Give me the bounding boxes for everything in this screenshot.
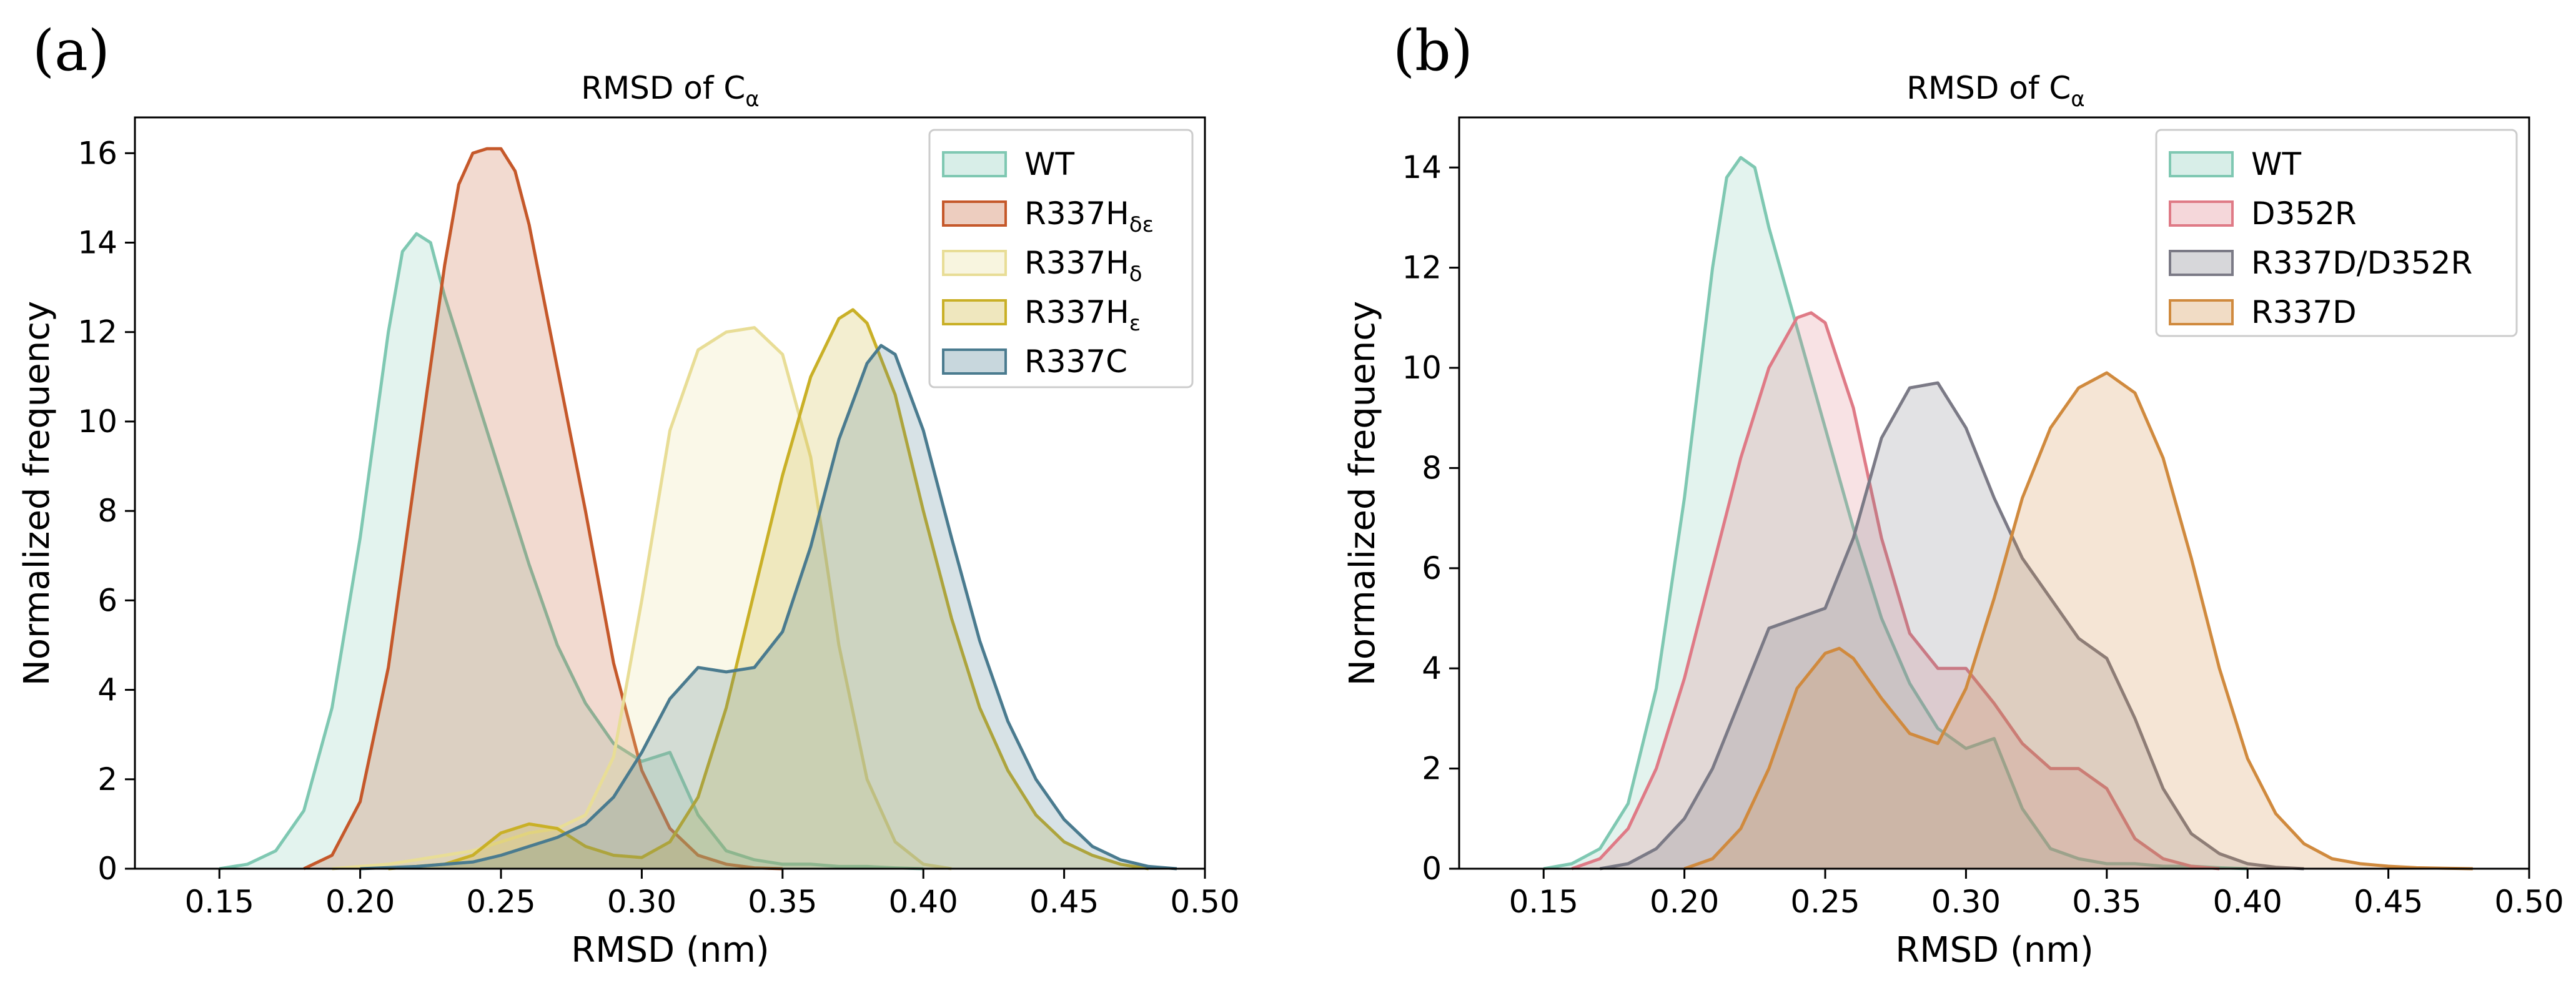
series-line-r337h-2 <box>332 326 952 871</box>
x-tick-label: 0.50 <box>1170 884 1239 920</box>
legend-label: R337Hδ <box>1024 245 1142 287</box>
panel-label: (a) <box>32 18 110 84</box>
series-area-wt <box>219 234 924 869</box>
series-line-r337h-3 <box>388 308 1149 871</box>
panel-label: (b) <box>1393 18 1473 84</box>
x-tick-label: 0.40 <box>889 884 958 920</box>
y-tick-label: 2 <box>1422 751 1442 787</box>
series-line-r337d-d352r <box>1599 381 2304 871</box>
legend: WT R337Hδε R337Hδ R337Hε R337C <box>928 129 1194 388</box>
x-tick-label: 0.25 <box>466 884 535 920</box>
series-line-d352r <box>1571 311 2220 871</box>
y-tick-label: 6 <box>1422 550 1442 586</box>
legend-swatch <box>2169 299 2234 325</box>
axes-frame <box>134 116 1206 870</box>
y-tick-label: 8 <box>97 493 117 529</box>
legend-swatch <box>942 250 1007 276</box>
x-tick-label: 0.15 <box>1509 884 1578 920</box>
x-tick-label: 0.15 <box>185 884 254 920</box>
x-tick-label: 0.25 <box>1790 884 1860 920</box>
x-axis-label: RMSD (nm) <box>571 930 769 971</box>
x-tick-label: 0.50 <box>2494 884 2564 920</box>
legend-label: R337D <box>2251 294 2357 330</box>
axes-frame <box>1458 116 2530 870</box>
series-area-wt <box>1543 157 2248 869</box>
y-tick-label: 4 <box>97 672 117 708</box>
legend-label: R337Hδε <box>1024 195 1154 237</box>
legend-label: R337C <box>1024 343 1127 380</box>
chart-title: RMSD of Cα <box>1906 70 2084 112</box>
x-tick-label: 0.30 <box>607 884 676 920</box>
series-area-r337d <box>1684 373 2473 869</box>
series-area-r337h-2 <box>332 327 952 869</box>
x-tick-label: 0.45 <box>1029 884 1099 920</box>
x-axis-label: RMSD (nm) <box>1895 930 2093 971</box>
legend-swatch <box>942 200 1007 227</box>
y-axis-label: Normalized frequency <box>17 301 57 686</box>
x-tick-label: 0.40 <box>2213 884 2282 920</box>
x-axis: 0.15 0.20 0.25 0.30 0.35 0.40 0.45 0.50 <box>1509 869 2564 920</box>
x-tick-label: 0.30 <box>1931 884 2001 920</box>
y-axis: 0 2 4 6 8 10 12 14 <box>1402 149 1459 887</box>
y-tick-label: 6 <box>97 582 117 618</box>
series-line-r337d <box>1683 371 2473 871</box>
series-line-r337c <box>360 343 1177 871</box>
legend-label: R337Hε <box>1024 294 1141 336</box>
legend-swatch <box>942 348 1007 375</box>
series-line-wt <box>1543 156 2248 871</box>
y-tick-label: 10 <box>1402 350 1442 386</box>
y-tick-label: 16 <box>77 135 117 171</box>
y-tick-label: 0 <box>97 851 117 887</box>
legend-swatch <box>2169 151 2234 177</box>
y-axis-label: Normalized frequency <box>1342 301 1383 686</box>
y-tick-label: 10 <box>77 403 117 440</box>
legend-swatch <box>942 299 1007 325</box>
y-tick-label: 12 <box>1402 250 1442 286</box>
y-tick-label: 12 <box>77 314 117 350</box>
legend-box <box>2155 129 2518 337</box>
y-axis: 0 2 4 6 8 10 12 14 16 <box>77 135 135 887</box>
chart-panel-b: (b) RMSD of Cα 0.15 0.20 0.25 0.30 0.35 0.40 0… <box>1342 18 2564 971</box>
series-line-r337h-1 <box>303 147 783 871</box>
y-tick-label: 8 <box>1422 450 1442 486</box>
x-tick-label: 0.20 <box>325 884 395 920</box>
y-tick-label: 14 <box>77 225 117 261</box>
x-tick-label: 0.35 <box>748 884 817 920</box>
y-tick-label: 0 <box>1422 851 1442 887</box>
y-tick-label: 2 <box>97 761 117 798</box>
legend-label: WT <box>2251 146 2301 182</box>
plot-area <box>1543 156 2473 871</box>
series-area-r337h-1 <box>304 149 783 869</box>
chart-panel-a: (a) RMSD of Cα 0.15 0.20 0.25 0.30 0.35 0.40 0… <box>17 18 1240 971</box>
legend-swatch <box>2169 200 2234 227</box>
legend-label: D352R <box>2251 195 2357 232</box>
x-tick-label: 0.20 <box>1650 884 1719 920</box>
legend: WT D352R R337D/D352R R337D <box>2155 129 2518 337</box>
x-tick-label: 0.45 <box>2354 884 2423 920</box>
series-area-r337c <box>360 345 1177 869</box>
x-axis: 0.15 0.20 0.25 0.30 0.35 0.40 0.45 0.50 <box>185 869 1240 920</box>
plot-area <box>219 147 1177 871</box>
x-tick-label: 0.35 <box>2072 884 2141 920</box>
legend-swatch <box>942 151 1007 177</box>
legend-swatch <box>2169 250 2234 276</box>
series-line-wt <box>219 232 924 871</box>
series-area-r337h-3 <box>388 309 1149 869</box>
legend-label: WT <box>1024 146 1074 182</box>
y-tick-label: 4 <box>1422 650 1442 686</box>
legend-label: R337D/D352R <box>2251 245 2472 281</box>
y-tick-label: 14 <box>1402 149 1442 185</box>
chart-title: RMSD of Cα <box>581 70 759 112</box>
